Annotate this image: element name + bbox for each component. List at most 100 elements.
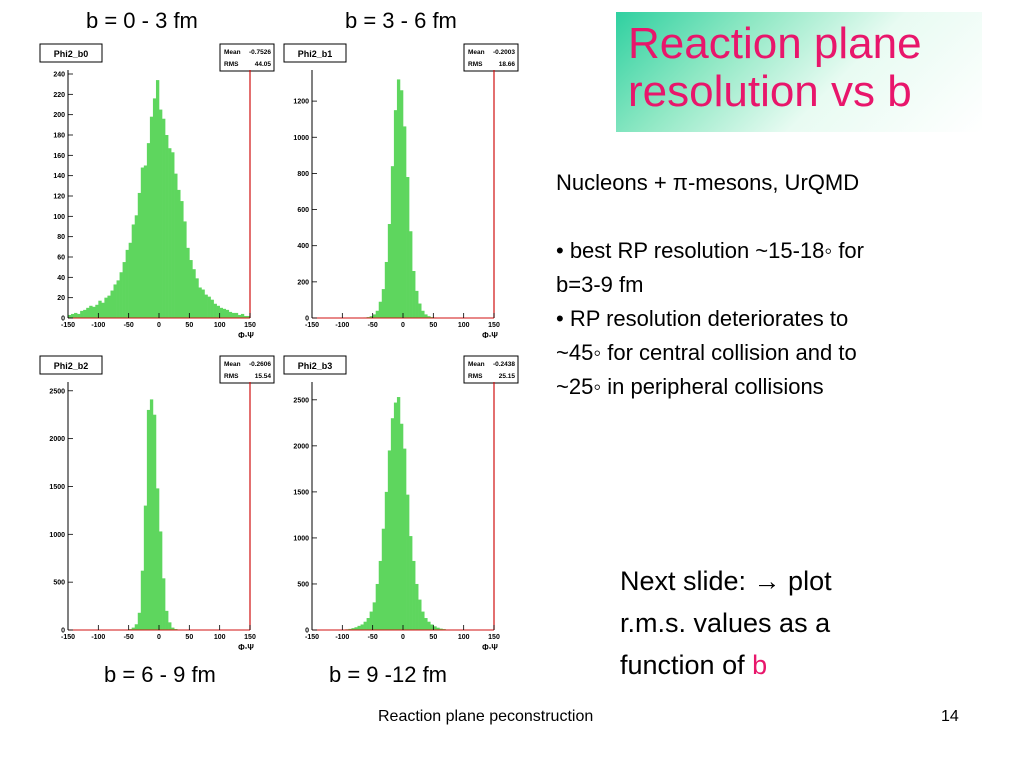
x-axis-label: Φ-Ψ [482, 331, 498, 340]
title-line-1: Reaction plane [628, 19, 922, 68]
histogram-bar [168, 622, 172, 630]
histogram-bar [71, 313, 75, 318]
histogram-bar [357, 625, 361, 630]
stats-mean-label: Mean [468, 49, 485, 56]
histogram-bars [68, 80, 251, 319]
y-tick-label: 2500 [293, 397, 309, 404]
histogram-bar [77, 313, 81, 318]
histogram-bar [104, 297, 108, 318]
x-tick-label: 150 [488, 322, 500, 329]
y-tick-label: 60 [57, 255, 65, 262]
histogram-bars [360, 79, 440, 318]
histogram-bar [421, 310, 425, 318]
histogram-bar [189, 260, 193, 318]
histogram-title: Phi2_b3 [298, 361, 333, 371]
histogram-bar [125, 249, 129, 318]
histogram-title-box [283, 355, 347, 375]
y-tick-label: 1500 [49, 484, 65, 491]
histogram-bar [89, 305, 93, 318]
x-tick-label: 150 [244, 634, 256, 641]
x-tick-label: -150 [305, 322, 319, 329]
bullet-1-line-1: • best RP resolution ~15-18◦ for [556, 238, 864, 263]
stats-mean-label: Mean [468, 361, 485, 368]
next-line-2: r.m.s. values as a [620, 608, 831, 638]
x-tick-label: -50 [368, 322, 378, 329]
histogram-bar [128, 242, 132, 318]
bullet-2-line-2: ~45◦ for central collision and to [556, 340, 857, 365]
next-line-3-prefix: function of [620, 650, 753, 680]
histogram-bar [119, 272, 123, 318]
histogram-bar [231, 312, 236, 318]
histogram-bar [192, 269, 196, 318]
y-tick-label: 500 [297, 581, 309, 588]
histogram-bar [149, 116, 154, 318]
label-b2: b = 6 - 9 fm [104, 662, 216, 687]
histogram-bar [152, 414, 157, 630]
x-tick-label: 150 [488, 634, 500, 641]
x-tick-label: -100 [91, 634, 105, 641]
histogram-bar [83, 309, 87, 318]
histogram-bar [406, 494, 410, 630]
histogram-bar [137, 612, 142, 630]
stats-rms-value: 15.54 [255, 373, 272, 380]
histogram-bar [433, 626, 437, 630]
y-tick-label: 0 [61, 628, 65, 635]
histogram-bar [186, 247, 190, 318]
histogram-bar [198, 287, 202, 318]
y-tick-label: 100 [53, 214, 65, 221]
histogram-bar [243, 315, 248, 318]
histogram-bar [396, 397, 401, 630]
label-b0: b = 0 - 3 fm [86, 8, 198, 33]
stats-rms-label: RMS [224, 61, 239, 68]
histogram-bar [381, 289, 386, 318]
y-tick-label: 1000 [293, 135, 309, 142]
histogram-bar [418, 303, 422, 318]
histogram-bar [399, 90, 404, 318]
histogram-bar [165, 610, 169, 630]
histogram-bar [159, 109, 163, 318]
x-tick-label: 150 [244, 322, 256, 329]
histogram-title: Phi2_b0 [54, 49, 89, 59]
stats-box: Mean -0.2438 RMS 25.15 [463, 355, 519, 384]
histogram-bar [107, 295, 111, 318]
y-tick-label: 200 [297, 279, 309, 286]
histogram-bar [171, 152, 175, 318]
x-axis-label: Φ-Ψ [482, 643, 498, 652]
y-tick-label: 500 [53, 580, 65, 587]
histogram-bar [418, 599, 422, 630]
histogram-bar [162, 578, 166, 630]
y-tick-label: 200 [53, 112, 65, 119]
next-slide-note: Next slide: → plot r.m.s. values as a fu… [620, 560, 1010, 686]
x-tick-label: -50 [124, 634, 134, 641]
histogram-bar [439, 628, 443, 630]
histogram-bar [116, 280, 120, 318]
histogram-bar [98, 300, 102, 318]
histogram-bar [143, 165, 148, 318]
x-tick-label: -50 [368, 634, 378, 641]
histogram-bar [210, 299, 214, 318]
histogram-bar [95, 304, 99, 318]
histogram-bar [216, 305, 220, 318]
histogram-bar [360, 624, 364, 630]
histogram-bar [207, 296, 211, 318]
histogram-title-box [283, 43, 347, 63]
histogram-bar [122, 262, 126, 318]
title-line-2: resolution vs b [628, 67, 912, 116]
histogram-bar [384, 261, 389, 318]
x-axis-label: Φ-Ψ [238, 643, 254, 652]
histogram-bar [213, 303, 217, 318]
histogram-bar [225, 309, 230, 318]
histogram-bar [222, 308, 227, 318]
stats-box: Mean -0.2003 RMS 18.66 [463, 43, 519, 72]
histogram-bar [390, 418, 395, 630]
histogram-bar [372, 314, 376, 318]
histogram-bar [180, 201, 184, 318]
histogram-bar [134, 215, 139, 318]
histogram-bar [399, 423, 404, 630]
histogram-bar [436, 627, 440, 630]
y-tick-label: 140 [53, 173, 65, 180]
label-b3: b = 9 -12 fm [329, 662, 448, 687]
histogram-bar [375, 583, 380, 630]
y-tick-label: 80 [57, 234, 65, 241]
